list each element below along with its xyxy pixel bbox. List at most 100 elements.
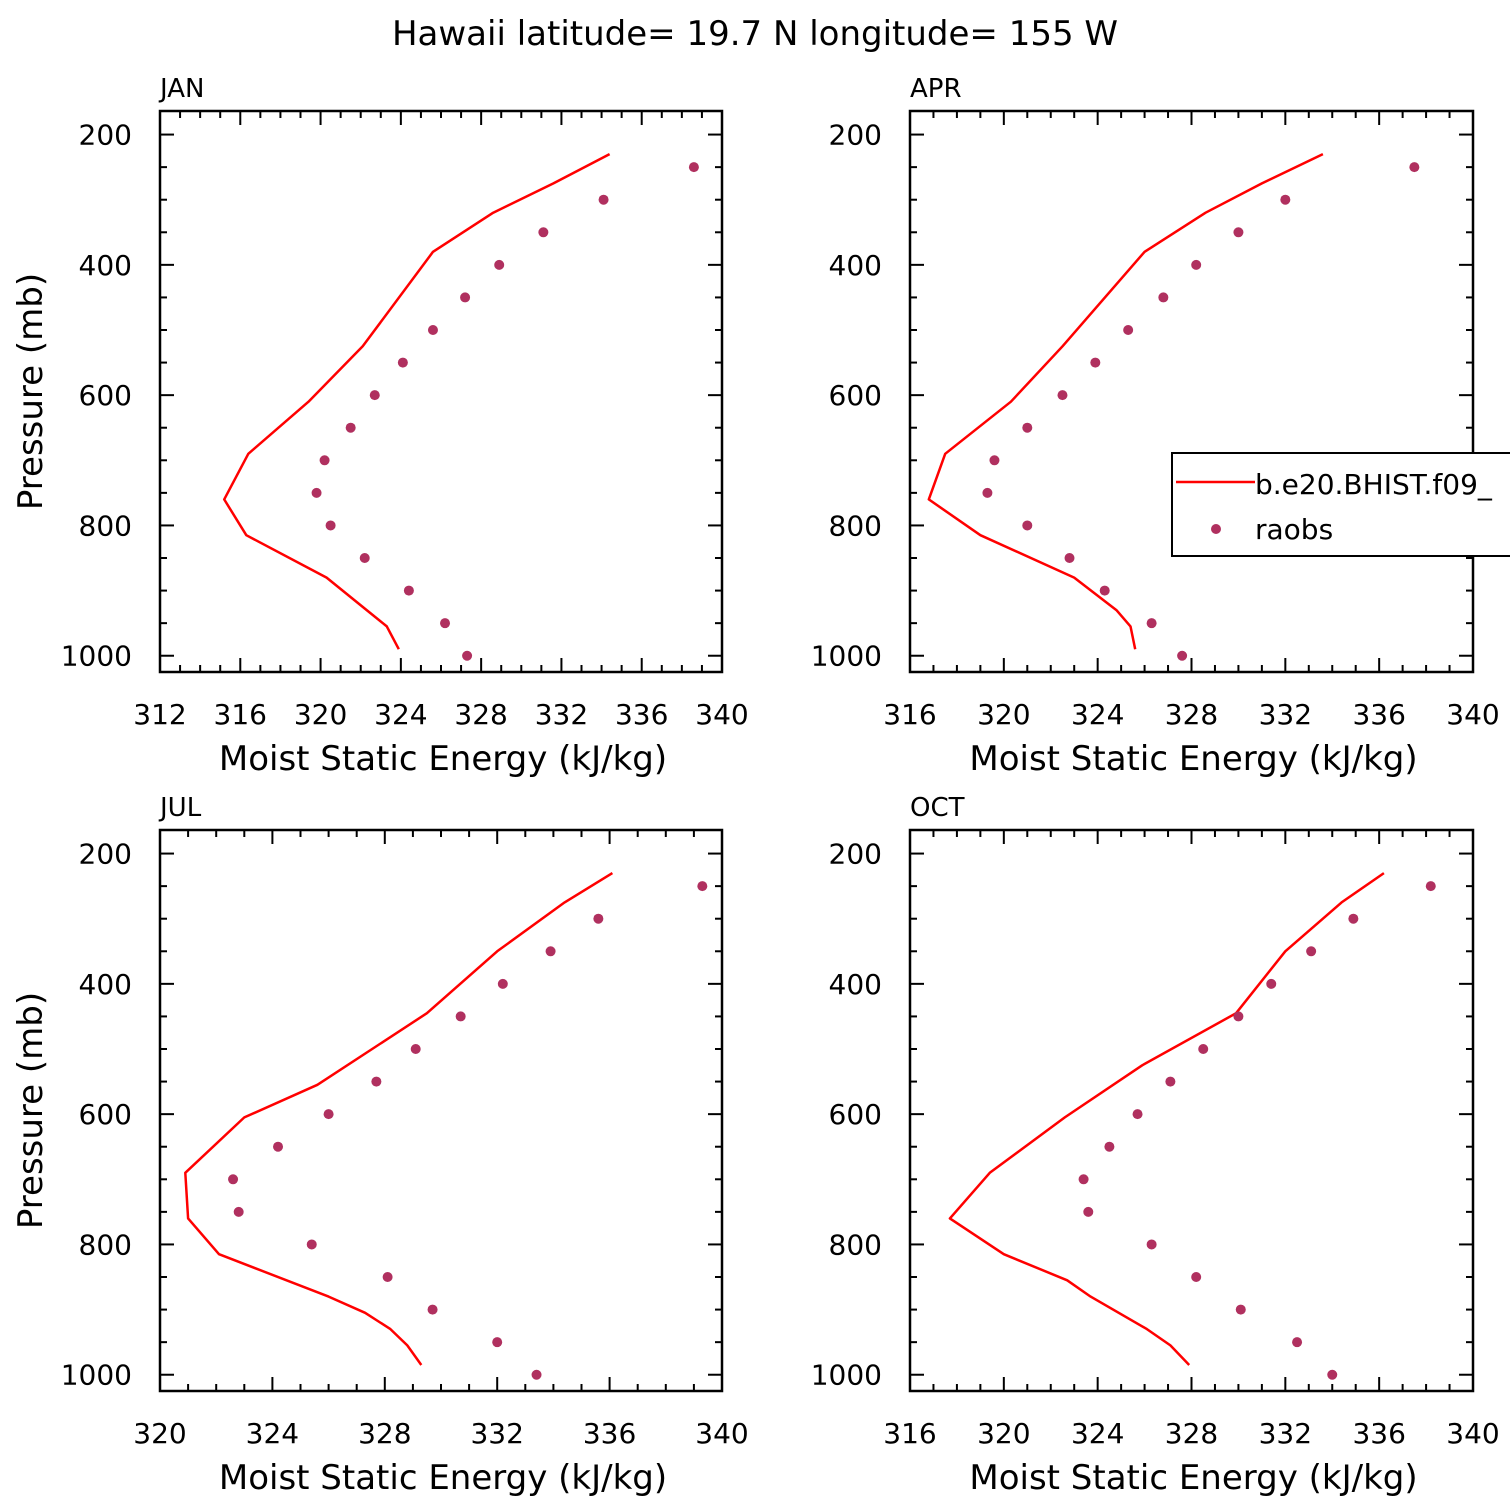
- obs-point-apr: [1057, 390, 1068, 401]
- y-tick-label-oct: 800: [829, 1228, 882, 1261]
- panel-jul: JUL 320 324 328 332 336 340 200 400 600 800 1000 Moi…: [11, 793, 749, 1498]
- obs-point-oct: [1348, 913, 1359, 924]
- x-axis-label-jan: Moist Static Energy (kJ/kg): [219, 739, 667, 779]
- obs-point-jan: [325, 520, 336, 531]
- y-tick-label-oct: 1000: [811, 1359, 882, 1392]
- x-tick-label-oct: 336: [1352, 1417, 1405, 1450]
- panel-label-jul: JUL: [158, 793, 202, 823]
- y-tick-label-oct: 600: [829, 1098, 882, 1131]
- panel-jan: JAN 312 316 320 324 328 332 336 340 200 400 600 800 1…: [11, 74, 749, 779]
- y-tick-label-jul: 400: [79, 968, 132, 1001]
- obs-point-jan: [688, 162, 699, 173]
- x-tick-label-oct: 320: [977, 1417, 1030, 1450]
- plot-frame-apr: [908, 109, 1475, 674]
- obs-point-oct: [1165, 1076, 1176, 1087]
- y-tick-label-apr: 400: [829, 249, 882, 282]
- obs-point-oct: [1425, 881, 1436, 892]
- obs-point-jan: [359, 553, 370, 564]
- panel-apr: APR 316 320 324 328 332 336 340 200 400 600 800 1000…: [811, 74, 1500, 779]
- x-tick-label-apr: 324: [1071, 698, 1124, 731]
- y-tick-label-apr: 1000: [811, 640, 882, 673]
- legend-label-model: b.e20.BHIST.f09_: [1255, 468, 1493, 501]
- legend: b.e20.BHIST.f09_ raobs: [1171, 452, 1510, 557]
- obs-point-jul: [492, 1337, 503, 1348]
- obs-point-oct: [1327, 1369, 1338, 1380]
- plot-frame-oct: [908, 828, 1475, 1393]
- x-tick-label-jul: 340: [695, 1417, 748, 1450]
- x-tick-label-jan: 332: [535, 698, 588, 731]
- obs-point-apr: [1064, 553, 1075, 564]
- x-tick-label-oct: 332: [1259, 1417, 1312, 1450]
- y-tick-label-apr: 800: [829, 509, 882, 542]
- obs-point-jul: [545, 946, 556, 957]
- x-axis-label-oct: Moist Static Energy (kJ/kg): [969, 1458, 1417, 1498]
- obs-point-jul: [323, 1109, 334, 1120]
- obs-point-oct: [1104, 1141, 1115, 1152]
- obs-point-oct: [1078, 1174, 1089, 1185]
- obs-point-oct: [1083, 1206, 1094, 1217]
- panel-label-oct: OCT: [910, 793, 965, 823]
- y-axis-label-jul: Pressure (mb): [11, 992, 51, 1229]
- y-tick-label-jan: 1000: [61, 640, 132, 673]
- obs-point-apr: [1280, 194, 1291, 205]
- x-tick-label-jan: 324: [374, 698, 427, 731]
- y-tick-label-jul: 200: [79, 838, 132, 871]
- obs-point-apr: [1409, 162, 1420, 173]
- x-tick-label-apr: 328: [1165, 698, 1218, 731]
- x-tick-label-jan: 336: [615, 698, 668, 731]
- obs-point-jul: [273, 1141, 284, 1152]
- y-tick-label-jul: 1000: [61, 1359, 132, 1392]
- obs-point-jul: [382, 1272, 393, 1283]
- obs-point-jul: [371, 1076, 382, 1087]
- x-tick-label-jul: 328: [358, 1417, 411, 1450]
- obs-point-jan: [538, 227, 549, 238]
- legend-marker-swatch: [1211, 524, 1221, 534]
- x-tick-label-jan: 340: [695, 698, 748, 731]
- obs-point-apr: [1191, 259, 1202, 270]
- obs-point-oct: [1292, 1337, 1303, 1348]
- y-tick-label-oct: 400: [829, 968, 882, 1001]
- y-tick-label-jan: 400: [79, 249, 132, 282]
- obs-point-jan: [319, 455, 330, 466]
- model-line-apr: [927, 152, 1324, 650]
- obs-point-oct: [1306, 946, 1317, 957]
- x-tick-label-jul: 320: [133, 1417, 186, 1450]
- panel-label-jan: JAN: [158, 74, 204, 104]
- figure-title: Hawaii latitude= 19.7 N longitude= 155 W: [392, 14, 1118, 54]
- obs-point-apr: [1146, 618, 1157, 629]
- obs-point-jul: [593, 913, 604, 924]
- obs-point-jan: [494, 259, 505, 270]
- y-tick-label-jan: 600: [79, 379, 132, 412]
- obs-point-jan: [311, 487, 322, 498]
- panel-oct: OCT 316 320 324 328 332 336 340 200 400 600 800 1000…: [811, 793, 1500, 1498]
- obs-point-jul: [233, 1206, 244, 1217]
- y-tick-label-jul: 600: [79, 1098, 132, 1131]
- obs-point-jul: [697, 881, 708, 892]
- obs-point-oct: [1198, 1044, 1209, 1055]
- obs-point-oct: [1266, 978, 1277, 989]
- model-line-jul: [184, 872, 614, 1366]
- x-tick-label-jul: 332: [470, 1417, 523, 1450]
- x-tick-label-jan: 328: [454, 698, 507, 731]
- obs-point-jul: [427, 1304, 438, 1315]
- plot-frame-jul: [158, 828, 724, 1393]
- legend-box: [1171, 452, 1510, 557]
- obs-point-apr: [1233, 227, 1244, 238]
- obs-point-jan: [460, 292, 471, 303]
- obs-point-jul: [306, 1239, 317, 1250]
- legend-label-obs: raobs: [1255, 513, 1333, 546]
- panel-label-apr: APR: [910, 74, 962, 104]
- obs-point-apr: [1099, 585, 1110, 596]
- obs-point-oct: [1132, 1109, 1143, 1120]
- obs-point-apr: [982, 487, 993, 498]
- x-tick-label-oct: 324: [1071, 1417, 1124, 1450]
- x-tick-label-oct: 316: [883, 1417, 936, 1450]
- obs-point-jul: [410, 1044, 421, 1055]
- obs-point-jan: [403, 585, 414, 596]
- x-axis-label-jul: Moist Static Energy (kJ/kg): [219, 1458, 667, 1498]
- x-tick-label-apr: 336: [1352, 698, 1405, 731]
- y-tick-label-jul: 800: [79, 1228, 132, 1261]
- obs-point-apr: [989, 455, 1000, 466]
- obs-point-apr: [1123, 325, 1134, 336]
